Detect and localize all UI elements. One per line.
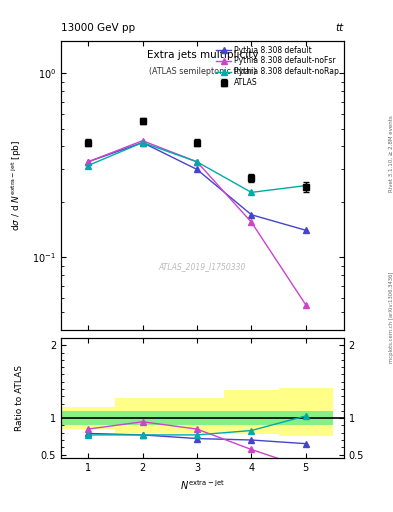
Pythia 8.308 default-noFsr bbox=[195, 159, 199, 165]
Text: ATLAS_2019_I1750330: ATLAS_2019_I1750330 bbox=[159, 262, 246, 271]
X-axis label: $N^{\mathrm{extra-jet}}$: $N^{\mathrm{extra-jet}}$ bbox=[180, 479, 225, 493]
Pythia 8.308 default-noRap bbox=[249, 189, 254, 196]
Pythia 8.308 default-noRap bbox=[195, 159, 199, 165]
Legend: Pythia 8.308 default, Pythia 8.308 default-noFsr, Pythia 8.308 default-noRap, AT: Pythia 8.308 default, Pythia 8.308 defau… bbox=[215, 44, 341, 89]
Text: Rivet 3.1.10, ≥ 2.8M events: Rivet 3.1.10, ≥ 2.8M events bbox=[389, 115, 393, 192]
Pythia 8.308 default-noRap bbox=[303, 182, 308, 188]
Pythia 8.308 default-noFsr bbox=[86, 159, 90, 165]
Y-axis label: d$\sigma$ / d $N^{\mathrm{extra-jet}}$ [pb]: d$\sigma$ / d $N^{\mathrm{extra-jet}}$ [… bbox=[10, 140, 24, 231]
Text: mcplots.cern.ch [arXiv:1306.3436]: mcplots.cern.ch [arXiv:1306.3436] bbox=[389, 272, 393, 363]
Pythia 8.308 default-noRap bbox=[140, 139, 145, 145]
Text: Extra jets multiplicity: Extra jets multiplicity bbox=[147, 50, 258, 59]
Pythia 8.308 default bbox=[195, 166, 199, 173]
Pythia 8.308 default-noFsr bbox=[140, 138, 145, 144]
Pythia 8.308 default bbox=[249, 211, 254, 218]
Pythia 8.308 default-noRap bbox=[86, 162, 90, 168]
Y-axis label: Ratio to ATLAS: Ratio to ATLAS bbox=[15, 365, 24, 431]
Line: Pythia 8.308 default-noRap: Pythia 8.308 default-noRap bbox=[85, 140, 309, 195]
Pythia 8.308 default-noFsr bbox=[303, 302, 308, 308]
Text: (ATLAS semileptonic ttbar): (ATLAS semileptonic ttbar) bbox=[149, 67, 256, 76]
Pythia 8.308 default bbox=[86, 159, 90, 165]
Line: Pythia 8.308 default: Pythia 8.308 default bbox=[85, 140, 309, 233]
Line: Pythia 8.308 default-noFsr: Pythia 8.308 default-noFsr bbox=[85, 138, 309, 308]
Pythia 8.308 default-noFsr bbox=[249, 219, 254, 225]
Pythia 8.308 default bbox=[140, 139, 145, 145]
Pythia 8.308 default bbox=[303, 227, 308, 233]
Text: 13000 GeV pp: 13000 GeV pp bbox=[61, 23, 135, 33]
Text: tt: tt bbox=[336, 23, 344, 33]
